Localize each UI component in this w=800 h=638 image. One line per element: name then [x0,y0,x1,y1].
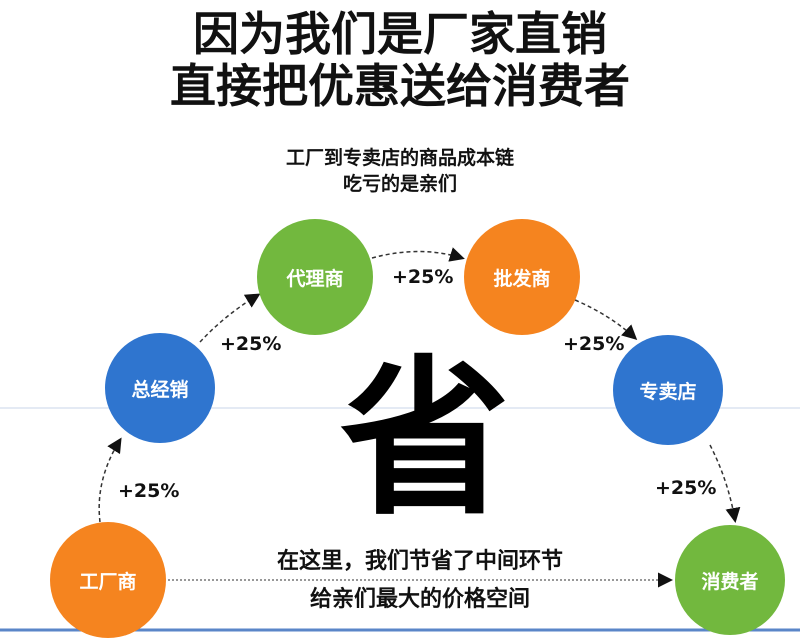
arrow-wholesaler-to-store [574,299,638,341]
subtitle-line-2: 吃亏的是亲们 [342,173,457,195]
save-character: 省 [340,341,511,539]
node-label: 消费者 [701,570,759,593]
node-label: 专卖店 [639,380,697,403]
node-wholesaler: 批发商 [464,219,580,335]
node-store: 专卖店 [613,335,723,445]
node-label: 代理商 [286,267,344,290]
node-label: 总经销 [131,378,189,401]
subtitle-line-1: 工厂到专卖店的商品成本链 [285,147,514,169]
node-agent: 代理商 [257,219,373,335]
note-line-1: 在这里，我们节省了中间环节 [276,549,563,574]
markup-label: +25% [118,480,180,502]
node-label: 批发商 [493,267,551,290]
markup-label: +25% [563,333,625,355]
note-line-2: 给亲们最大的价格空间 [309,587,530,612]
title-line-2: 直接把优惠送给消费者 [170,59,630,113]
node-consumer: 消费者 [675,525,785,635]
node-general-distributor: 总经销 [105,333,215,443]
title-line-1: 因为我们是厂家直销 [193,7,607,61]
arrow-factory-to-distributor [98,437,122,523]
arrow-distributor-to-agent [199,293,261,343]
arrow-agent-to-wholesaler [371,247,465,262]
markup-label: +25% [655,477,717,499]
markup-label: +25% [220,333,282,355]
arrow-store-to-consumer [709,444,741,523]
markup-label: +25% [392,266,454,288]
node-label: 工厂商 [79,570,137,593]
node-factory: 工厂商 [50,522,166,638]
